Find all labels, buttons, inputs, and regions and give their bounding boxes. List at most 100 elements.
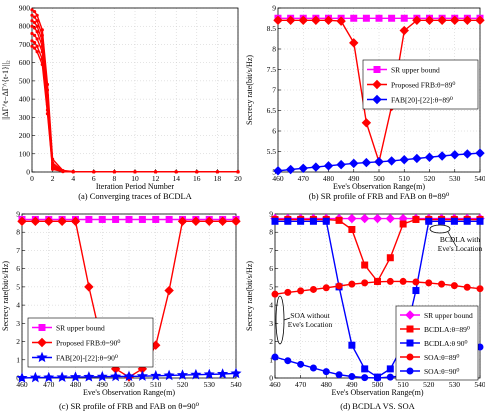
data-point <box>190 368 202 380</box>
data-point <box>35 37 39 41</box>
legend-marker <box>406 367 414 375</box>
x-tick-label: 8 <box>113 174 117 183</box>
x-tick-label: 18 <box>214 174 222 183</box>
y-tick-label: 200 <box>19 131 31 140</box>
y-tick-label: 4 <box>16 301 20 310</box>
data-point <box>29 371 41 383</box>
data-point <box>361 118 372 128</box>
data-point <box>32 41 37 45</box>
chart-b: 460 470 480 490 500 510 520 530 540 5 5.5 6 6.5 7 7.5 8… <box>245 4 485 202</box>
data-point <box>152 215 160 223</box>
y-tick-label: 0 <box>26 168 30 177</box>
x-tick-label: 490 <box>346 380 358 389</box>
annotation-bcdla: BCDLA with Eve's Location <box>438 235 483 253</box>
data-point <box>174 170 178 174</box>
data-point <box>112 170 116 174</box>
series-line <box>31 32 238 173</box>
x-tick-label: 530 <box>449 380 461 389</box>
y-tick-label: 8 <box>272 45 276 54</box>
x-axis-label: Eve's Observation Range(m) <box>331 388 423 397</box>
legend: SR upper bound BCDLA:θ=89⁰ BCDLA:θ 90⁰ SOA:… <box>395 305 479 381</box>
legend-marker <box>405 310 415 320</box>
y-tick-label: 5 <box>16 282 20 291</box>
data-point <box>271 353 279 361</box>
series-trace-2 <box>30 19 240 174</box>
data-point <box>30 216 41 226</box>
x-tick-label: 540 <box>474 380 485 389</box>
x-tick-label: 520 <box>177 380 189 389</box>
legend-label: SR upper bound <box>56 323 105 332</box>
x-tick-label: 12 <box>152 174 160 183</box>
data-point <box>412 278 420 286</box>
data-point <box>361 279 369 287</box>
y-tick-label: 6 <box>16 264 20 273</box>
y-tick-label: 0 <box>269 374 273 383</box>
data-point <box>40 39 44 43</box>
data-point <box>45 112 50 116</box>
data-point <box>112 215 120 223</box>
data-point <box>32 15 37 19</box>
data-point <box>44 216 54 226</box>
y-tick-label: 7 <box>272 86 276 95</box>
data-point <box>215 170 219 174</box>
data-point <box>375 14 383 22</box>
y-tick-label: 100 <box>19 149 31 158</box>
x-tick-label: 460 <box>272 174 284 183</box>
data-point <box>322 217 330 225</box>
x-tick-label: 520 <box>424 174 436 183</box>
x-tick-label: 480 <box>323 174 335 183</box>
data-point <box>386 156 397 166</box>
data-point <box>412 15 422 26</box>
x-tick-label: 540 <box>474 174 485 183</box>
data-point <box>231 216 241 226</box>
data-point <box>217 216 228 226</box>
data-point <box>362 14 370 22</box>
data-point <box>450 150 460 160</box>
y-tick-label: 700 <box>19 40 31 49</box>
data-point <box>399 154 409 165</box>
data-point <box>57 216 67 226</box>
data-point <box>388 14 396 22</box>
data-point <box>462 149 473 159</box>
x-tick-label: 500 <box>123 380 135 389</box>
data-point <box>30 24 34 28</box>
data-point <box>154 170 158 174</box>
series-named-3 <box>271 277 484 298</box>
data-point <box>297 287 305 295</box>
data-point <box>284 288 292 296</box>
y-tick-label: 2 <box>269 337 273 346</box>
data-point <box>285 164 296 175</box>
series-trace-0 <box>30 8 240 174</box>
x-tick-label: 480 <box>321 380 333 389</box>
data-point <box>323 161 334 171</box>
data-point <box>69 371 82 382</box>
data-point <box>348 225 356 233</box>
data-point <box>309 285 317 293</box>
data-point <box>374 374 381 382</box>
data-point <box>386 254 394 262</box>
data-point <box>298 163 308 174</box>
chart-caption: (c) SR profile of FRB and FAB on θ=90⁰ <box>59 401 200 411</box>
data-point <box>84 282 94 292</box>
x-tick-label: 16 <box>193 174 201 183</box>
data-point <box>273 15 283 26</box>
y-tick-label: 7 <box>16 246 20 255</box>
data-point <box>386 373 394 381</box>
data-point <box>361 374 369 382</box>
data-point <box>475 148 485 158</box>
legend-label: Proposed FRB:θ=89⁰ <box>391 80 455 89</box>
data-point <box>399 277 407 285</box>
data-point <box>163 369 175 381</box>
data-point <box>450 217 458 225</box>
y-tick-label: 5.5 <box>267 147 277 156</box>
chart-caption: (b) SR profile of FRB and FAB on θ=89⁰ <box>309 191 450 201</box>
data-point <box>361 157 372 168</box>
data-point <box>399 25 409 36</box>
data-point <box>450 282 458 290</box>
data-point <box>176 369 189 380</box>
x-tick-label: 0 <box>30 174 34 183</box>
x-tick-label: 460 <box>16 380 28 389</box>
data-point <box>424 15 435 26</box>
y-axis-label: ||ΔΓ^t−ΔΓ^{t-1}||₂ <box>1 60 10 120</box>
data-point <box>40 50 44 54</box>
